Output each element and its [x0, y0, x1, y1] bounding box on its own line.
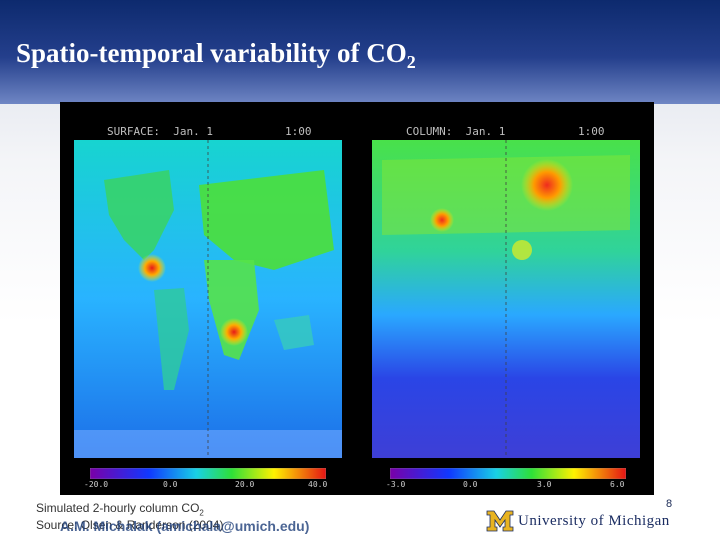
column-colorbar-tick: 3.0: [537, 480, 552, 489]
figure-caption: Simulated 2-hourly column CO2: [36, 501, 204, 517]
surface-colorbar-tick: 0.0: [163, 480, 178, 489]
column-panel-label: COLUMN: Jan. 1: [406, 125, 506, 138]
figure-source: Source: Olsen & Randerson (2004): [36, 518, 224, 532]
slide-title-subscript: 2: [406, 52, 416, 72]
column-colorbar: [390, 468, 626, 479]
slide-title: Spatio-temporal variability of CO2: [16, 38, 416, 73]
slide-title-text: Spatio-temporal variability of CO: [16, 38, 407, 68]
column-colorbar-tick: -3.0: [386, 480, 406, 489]
surface-panel-time: 1:00: [285, 125, 312, 138]
column-colorbar-tick: 6.0: [610, 480, 625, 489]
surface-colorbar-tick: 20.0: [235, 480, 255, 489]
surface-co2-map: [74, 140, 342, 458]
title-bar: [0, 0, 720, 104]
co2-figure: SURFACE: Jan. 1 1:00 COLUMN: Jan. 1 1:00: [60, 102, 654, 495]
caption-subscript: 2: [199, 508, 204, 518]
logo-wordmark: University of Michigan: [518, 512, 670, 529]
surface-colorbar-tick: 40.0: [308, 480, 328, 489]
column-co2-map: [372, 140, 640, 458]
surface-panel-label: SURFACE: Jan. 1: [107, 125, 213, 138]
surface-colorbar: [90, 468, 326, 479]
column-panel-time: 1:00: [578, 125, 605, 138]
block-m-icon: [486, 510, 514, 532]
caption-text: Simulated 2-hourly column CO: [36, 501, 200, 515]
author-email: A.M. Michalak (amichala@umich.edu): [60, 518, 310, 534]
column-colorbar-tick: 0.0: [463, 480, 478, 489]
university-logo: University of Michigan: [486, 510, 670, 532]
page-number: 8: [666, 498, 673, 510]
surface-colorbar-tick: -20.0: [84, 480, 109, 489]
